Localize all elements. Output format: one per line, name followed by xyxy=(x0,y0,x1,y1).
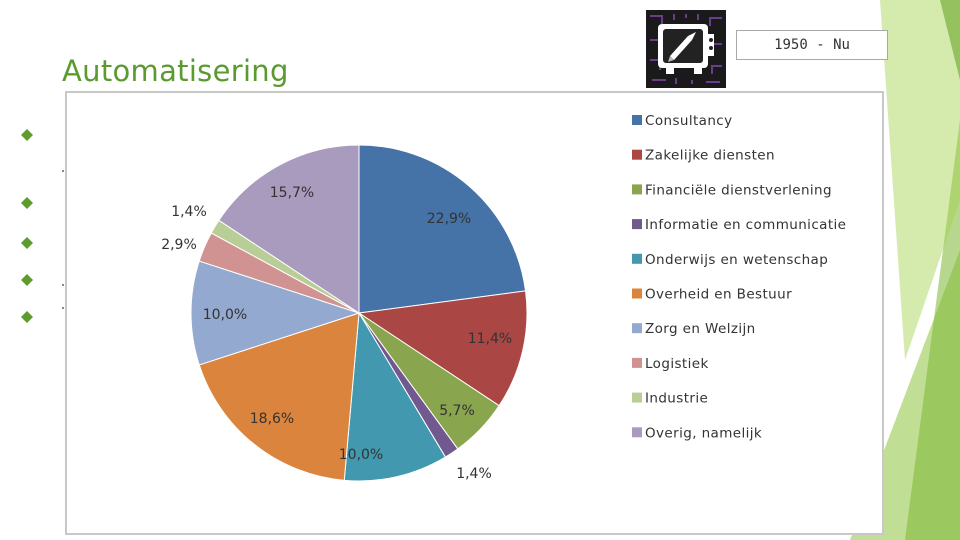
diamond-bullet-icon xyxy=(21,126,33,141)
pie-slice-5 xyxy=(343,311,447,482)
bullet-text-fragment xyxy=(62,170,64,172)
legend-swatch xyxy=(632,357,642,368)
pie-chart: 22,9% 11,4% 5,7% 1,4% 10,0% 18,6% 10,0% 2,9% 1,4… xyxy=(65,91,884,535)
diamond-bullet-icon xyxy=(21,234,33,249)
bullet-text-fragment xyxy=(62,307,64,309)
legend-swatch xyxy=(632,427,642,438)
pie-data-label: 10,0% xyxy=(339,447,383,463)
retro-tv-rocket-icon xyxy=(646,10,726,92)
pie-data-label: 11,4% xyxy=(468,331,512,347)
legend-swatch xyxy=(632,392,642,403)
pie-data-label: 10,0% xyxy=(203,307,247,323)
legend-swatch xyxy=(632,323,642,334)
pie-chart-canvas: 22,9% 11,4% 5,7% 1,4% 10,0% 18,6% 10,0% 2,9% 1,4… xyxy=(161,113,846,482)
pie-data-label: 1,4% xyxy=(456,466,492,482)
legend-entry: Zakelijke diensten xyxy=(645,148,775,164)
legend-swatch xyxy=(632,115,642,125)
pie-data-label: 18,6% xyxy=(250,411,294,427)
legend-entry: Informatie en communicatie xyxy=(645,217,846,233)
legend-entry: Overheid en Bestuur xyxy=(645,287,792,303)
pie-data-label: 2,9% xyxy=(161,237,197,253)
legend-swatch xyxy=(632,149,642,160)
legend-swatch xyxy=(632,253,642,264)
legend-entry: Industrie xyxy=(645,391,708,407)
legend-swatch xyxy=(632,288,642,299)
pie-data-label: 1,4% xyxy=(171,204,207,220)
slide-title: Automatisering xyxy=(62,54,289,88)
bullet-text-fragment xyxy=(62,284,64,286)
pie-slice-7 xyxy=(190,260,361,366)
legend-entry: Financiële dienstverlening xyxy=(645,182,832,198)
pie-data-label: 22,9% xyxy=(427,211,471,227)
legend-entry: Logistiek xyxy=(645,356,709,372)
legend-entry: Zorg en Welzijn xyxy=(645,321,756,337)
legend-entry: Onderwijs en wetenschap xyxy=(645,252,828,268)
diamond-bullet-icon xyxy=(21,194,33,209)
diamond-bullet-icon xyxy=(21,308,33,323)
legend-entry: Overig, namelijk xyxy=(645,425,762,441)
legend-entry: Consultancy xyxy=(645,113,733,129)
period-label: 1950 - Nu xyxy=(736,30,888,60)
pie-slice-2 xyxy=(357,290,528,407)
pie-slice-10 xyxy=(218,144,360,314)
diamond-bullet-icon xyxy=(21,271,33,286)
legend-swatch xyxy=(632,184,642,195)
pie-slice-1 xyxy=(358,144,527,314)
pie-data-label: 15,7% xyxy=(270,185,314,201)
legend-swatch xyxy=(632,219,642,230)
pie-data-label: 5,7% xyxy=(439,403,475,419)
pie-slice-6 xyxy=(198,312,360,481)
